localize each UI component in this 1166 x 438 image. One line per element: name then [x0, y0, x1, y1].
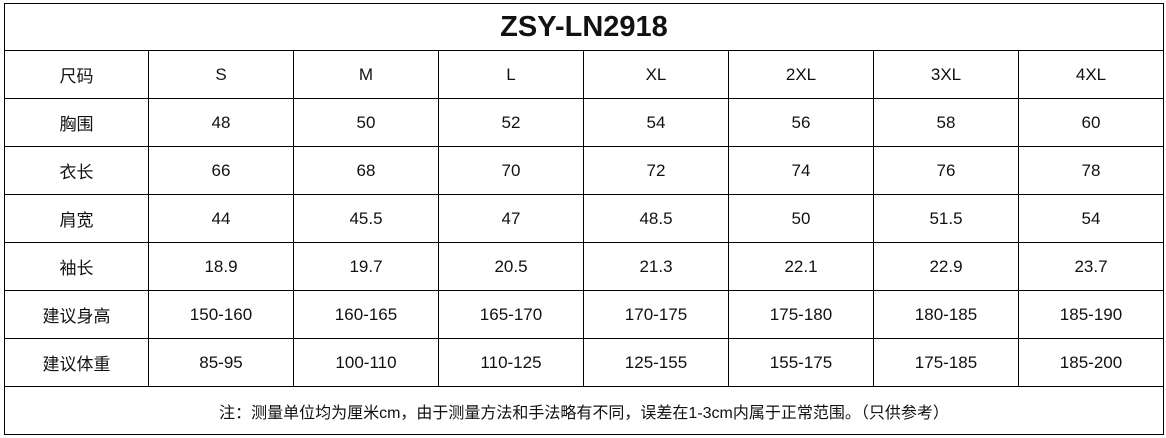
footnote: 注：测量单位均为厘米cm，由于测量方法和手法略有不同，误差在1-3cm内属于正常… — [4, 386, 1164, 435]
cell: 76 — [873, 146, 1019, 195]
header-row: 尺码 S M L XL 2XL 3XL 4XL — [4, 50, 1164, 99]
cell: 175-180 — [728, 290, 874, 339]
cell: 150-160 — [148, 290, 294, 339]
cell: 23.7 — [1018, 242, 1164, 291]
cell: 125-155 — [583, 338, 729, 387]
row-label: 建议体重 — [4, 338, 149, 387]
cell: 19.7 — [293, 242, 439, 291]
cell: 47 — [438, 194, 584, 243]
data-row: 衣长 66 68 70 72 74 76 78 — [4, 146, 1164, 195]
cell: 50 — [728, 194, 874, 243]
cell: 50 — [293, 98, 439, 147]
cell: 165-170 — [438, 290, 584, 339]
cell: 85-95 — [148, 338, 294, 387]
row-label: 衣长 — [4, 146, 149, 195]
cell: 58 — [873, 98, 1019, 147]
cell: L — [438, 50, 584, 99]
table-body: ZSY-LN2918 尺码 S M L XL 2XL 3XL 4XL 胸围 48 50 52 54 56 5… — [4, 3, 1164, 435]
cell: 2XL — [728, 50, 874, 99]
cell: 3XL — [873, 50, 1019, 99]
cell: 175-185 — [873, 338, 1019, 387]
data-row: 肩宽 44 45.5 47 48.5 50 51.5 54 — [4, 194, 1164, 243]
data-row: 建议身高 150-160 160-165 165-170 170-175 175-180 1… — [4, 290, 1164, 339]
cell: 22.9 — [873, 242, 1019, 291]
row-label: 尺码 — [4, 50, 149, 99]
cell: 185-200 — [1018, 338, 1164, 387]
cell: 155-175 — [728, 338, 874, 387]
title: ZSY-LN2918 — [4, 3, 1164, 51]
cell: 110-125 — [438, 338, 584, 387]
row-label: 肩宽 — [4, 194, 149, 243]
cell: 54 — [583, 98, 729, 147]
data-row: 胸围 48 50 52 54 56 58 60 — [4, 98, 1164, 147]
title-row: ZSY-LN2918 — [4, 3, 1164, 51]
cell: 56 — [728, 98, 874, 147]
cell: XL — [583, 50, 729, 99]
cell: 185-190 — [1018, 290, 1164, 339]
cell: 45.5 — [293, 194, 439, 243]
cell: 20.5 — [438, 242, 584, 291]
cell: 160-165 — [293, 290, 439, 339]
cell: 60 — [1018, 98, 1164, 147]
cell: 70 — [438, 146, 584, 195]
data-row: 袖长 18.9 19.7 20.5 21.3 22.1 22.9 23.7 — [4, 242, 1164, 291]
size-table: ZSY-LN2918 尺码 S M L XL 2XL 3XL 4XL 胸围 48 50 52 54 56 5… — [4, 3, 1164, 435]
cell: 68 — [293, 146, 439, 195]
footnote-row: 注：测量单位均为厘米cm，由于测量方法和手法略有不同，误差在1-3cm内属于正常… — [4, 386, 1164, 435]
row-label: 建议身高 — [4, 290, 149, 339]
cell: 66 — [148, 146, 294, 195]
cell: 22.1 — [728, 242, 874, 291]
cell: 44 — [148, 194, 294, 243]
cell: 54 — [1018, 194, 1164, 243]
cell: 21.3 — [583, 242, 729, 291]
data-row: 建议体重 85-95 100-110 110-125 125-155 155-175 175… — [4, 338, 1164, 387]
cell: 100-110 — [293, 338, 439, 387]
cell: 180-185 — [873, 290, 1019, 339]
cell: 4XL — [1018, 50, 1164, 99]
cell: 72 — [583, 146, 729, 195]
cell: 52 — [438, 98, 584, 147]
row-label: 胸围 — [4, 98, 149, 147]
cell: 48 — [148, 98, 294, 147]
cell: 170-175 — [583, 290, 729, 339]
cell: S — [148, 50, 294, 99]
cell: 74 — [728, 146, 874, 195]
row-label: 袖长 — [4, 242, 149, 291]
cell: 18.9 — [148, 242, 294, 291]
cell: M — [293, 50, 439, 99]
cell: 78 — [1018, 146, 1164, 195]
cell: 48.5 — [583, 194, 729, 243]
cell: 51.5 — [873, 194, 1019, 243]
